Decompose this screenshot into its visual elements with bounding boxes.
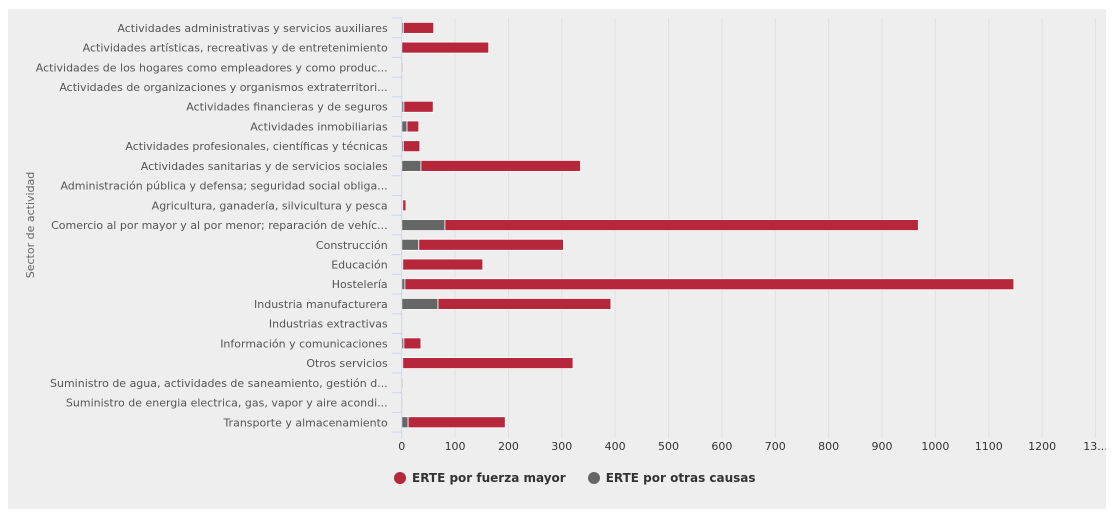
- x-axis-ticks: 0 100 200 300 400 500 600 700 800 900 1000 1100 1200…: [398, 440, 1106, 453]
- bar-segment[interactable]: Comercio al por mayor y al por menor; re…: [401, 219, 446, 231]
- x-tick-label: 0: [398, 440, 405, 453]
- category-label: Suministro de energia electrica, gas, va…: [66, 397, 388, 410]
- category-label: Industrias extractivas: [269, 318, 388, 331]
- chart-panel: Actividades administrativas y servicios …: [8, 9, 1106, 509]
- category-label: Construcción: [316, 239, 388, 252]
- category-label: Actividades artísticas, recreativas y de…: [83, 42, 388, 55]
- category-label: Actividades profesionales, científicas y…: [125, 140, 388, 153]
- y-axis: Actividades administrativas y servicios …: [36, 17, 403, 439]
- category-label: Actividades de organizaciones y organism…: [59, 81, 387, 94]
- category-label: Educación: [331, 259, 388, 272]
- bar-segment[interactable]: Agricultura, ganadería, silvicultura y p…: [402, 199, 407, 212]
- bar-segment[interactable]: Industria manufacturera — ERTE por otras…: [401, 298, 439, 310]
- x-tick-label: 200: [498, 440, 519, 453]
- legend-item-fuerza-mayor[interactable]: ERTE por fuerza mayor: [394, 471, 566, 485]
- bar-segment[interactable]: Actividades financieras y de seguros — E…: [403, 100, 434, 113]
- bars: Actividades administrativas y servicios …: [401, 21, 1015, 429]
- bar-chart: Actividades administrativas y servicios …: [24, 17, 1106, 453]
- x-tick-label: 500: [658, 440, 679, 453]
- bar-segment[interactable]: Actividades inmobiliarias — ERTE por otr…: [401, 120, 408, 133]
- x-tick-label: 13...: [1083, 440, 1106, 453]
- x-tick-label: 1100: [975, 440, 1003, 453]
- category-label: Agricultura, ganadería, silvicultura y p…: [152, 199, 388, 212]
- bar-segment[interactable]: Actividades sanitarias y de servicios so…: [401, 159, 422, 172]
- legend-label: ERTE por otras causas: [605, 471, 756, 485]
- x-tick-label: 1200: [1028, 440, 1056, 453]
- x-tick-label: 800: [818, 440, 839, 453]
- x-tick-label: 300: [551, 440, 572, 453]
- legend-marker-icon: [587, 472, 600, 484]
- legend-item-otras-causas[interactable]: ERTE por otras causas: [587, 471, 756, 485]
- y-axis-title: Sector de actividad: [24, 172, 37, 279]
- category-label: Actividades sanitarias y de servicios so…: [141, 160, 388, 173]
- bar-segment[interactable]: Hostelería — ERTE por fuerza mayor: 1141: [404, 278, 1015, 291]
- category-label: Actividades de los hogares como empleado…: [36, 61, 388, 74]
- legend-label: ERTE por fuerza mayor: [412, 471, 566, 485]
- x-tick-label: 700: [765, 440, 786, 453]
- bar-segment[interactable]: Transporte y almacenamiento — ERTE por o…: [401, 416, 409, 429]
- category-label: Administración pública y defensa; seguri…: [60, 180, 387, 193]
- x-tick-label: 1000: [921, 440, 949, 453]
- bar-segment[interactable]: Actividades artísticas, recreativas y de…: [401, 41, 490, 54]
- category-label: Suministro de agua, actividades de sanea…: [50, 377, 388, 390]
- x-tick-label: 400: [605, 440, 626, 453]
- category-label: Industria manufacturera: [254, 298, 388, 311]
- bar-segment[interactable]: Industria manufacturera — ERTE por fuerz…: [437, 298, 612, 310]
- category-label: Actividades financieras y de seguros: [186, 101, 388, 114]
- legend: ERTE por fuerza mayor ERTE por otras cau…: [394, 471, 778, 485]
- bar-segment[interactable]: Transporte y almacenamiento — ERTE por f…: [407, 416, 506, 429]
- bar-segment[interactable]: Comercio al por mayor y al por menor; re…: [444, 219, 919, 231]
- bar-segment[interactable]: Actividades profesionales, científicas y…: [402, 140, 421, 153]
- bar-segment[interactable]: Otros servicios — ERTE por fuerza mayor:…: [402, 357, 574, 370]
- bar-segment[interactable]: Información y comunicaciones — ERTE por …: [403, 337, 422, 350]
- bar-segment[interactable]: Educación — ERTE por fuerza mayor: 150: [402, 258, 484, 271]
- bar-segment[interactable]: Actividades sanitarias y de servicios so…: [420, 159, 581, 172]
- category-label: Otros servicios: [306, 357, 388, 370]
- bar-segment[interactable]: Actividades administrativas y servicios …: [402, 21, 435, 34]
- category-label: Transporte y almacenamiento: [222, 416, 387, 429]
- category-label: Actividades administrativas y servicios …: [117, 22, 388, 35]
- legend-marker-icon: [394, 472, 406, 484]
- x-tick-label: 900: [872, 440, 893, 453]
- bar-segment[interactable]: Construcción — ERTE por otras causas: 32: [401, 238, 420, 251]
- category-label: Actividades inmobiliarias: [250, 120, 388, 133]
- x-tick-label: 600: [711, 440, 732, 453]
- category-label: Hostelería: [332, 278, 388, 291]
- bar-segment[interactable]: Construcción — ERTE por fuerza mayor: 27…: [418, 238, 564, 251]
- bar-segment[interactable]: Actividades inmobiliarias — ERTE por fue…: [406, 120, 420, 133]
- category-label: Comercio al por mayor y al por menor; re…: [51, 219, 388, 232]
- category-label: Información y comunicaciones: [220, 337, 388, 350]
- x-tick-label: 100: [445, 440, 466, 453]
